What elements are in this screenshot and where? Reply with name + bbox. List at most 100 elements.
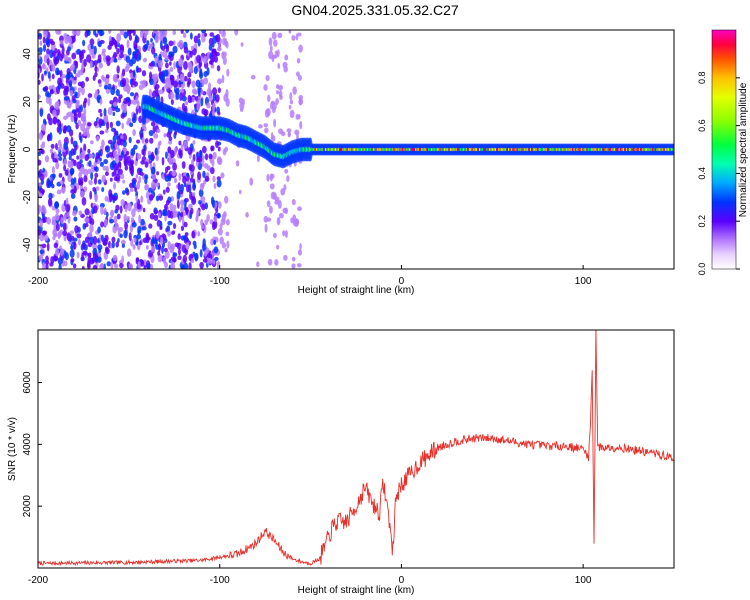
heatmap-cell bbox=[137, 261, 141, 267]
heatmap-cell bbox=[148, 62, 154, 67]
heatmap-cell bbox=[38, 131, 43, 141]
heatmap-cell bbox=[182, 244, 186, 253]
heatmap-cell bbox=[41, 73, 44, 82]
heatmap-cell bbox=[56, 100, 60, 108]
heatmap-cell bbox=[41, 243, 47, 249]
heatmap-cell bbox=[183, 262, 189, 269]
heatmap-cell bbox=[71, 95, 76, 102]
heatmap-cell bbox=[187, 71, 192, 78]
heatmap-cell bbox=[155, 195, 160, 202]
heatmap-cell bbox=[162, 189, 166, 195]
heatmap-cell bbox=[69, 80, 73, 88]
heatmap-cell bbox=[63, 89, 67, 96]
heatmap-cell bbox=[183, 60, 188, 70]
heatmap-cell bbox=[43, 234, 49, 242]
heatmap-cell bbox=[107, 106, 113, 116]
heatmap-cell bbox=[225, 219, 230, 226]
heatmap-cell bbox=[226, 68, 230, 77]
heatmap-cell bbox=[89, 190, 93, 200]
heatmap-cell bbox=[68, 59, 72, 64]
heatmap-cell bbox=[162, 30, 168, 36]
heatmap-cell bbox=[81, 265, 85, 269]
heatmap-cell bbox=[47, 197, 53, 207]
heatmap-cell bbox=[136, 139, 141, 144]
heatmap-cell bbox=[276, 217, 281, 226]
heatmap-cell bbox=[49, 181, 53, 187]
heatmap-cell bbox=[156, 171, 160, 176]
heatmap-cell bbox=[164, 203, 168, 211]
heatmap-cell bbox=[91, 256, 96, 264]
heatmap-cell bbox=[258, 124, 263, 129]
heatmap-cell bbox=[103, 54, 107, 63]
heatmap-cell bbox=[115, 89, 120, 97]
heatmap-cell bbox=[76, 233, 82, 239]
heatmap-cell bbox=[136, 67, 142, 73]
heatmap-cell bbox=[53, 58, 58, 66]
heatmap-cell bbox=[163, 69, 169, 77]
heatmap-cell bbox=[128, 34, 133, 41]
heatmap-cell bbox=[183, 46, 189, 54]
heatmap-cell bbox=[217, 201, 222, 209]
heatmap-cell bbox=[55, 222, 60, 232]
heatmap-cell bbox=[139, 132, 143, 139]
heatmap-cell bbox=[58, 139, 62, 147]
heatmap-cell bbox=[204, 219, 209, 226]
heatmap-cell bbox=[100, 221, 105, 228]
heatmap-cell bbox=[81, 63, 84, 71]
heatmap-cell bbox=[138, 168, 143, 173]
heatmap-cell bbox=[216, 179, 222, 188]
heatmap-cell bbox=[168, 139, 173, 145]
heatmap-cell bbox=[222, 37, 227, 46]
heatmap-cell bbox=[93, 205, 98, 214]
heatmap-cell bbox=[178, 39, 184, 49]
heatmap-cell bbox=[108, 40, 114, 47]
heatmap-cell bbox=[89, 218, 95, 226]
heatmap-cell bbox=[203, 163, 209, 169]
heatmap-cell bbox=[199, 249, 203, 258]
x-tick-label: -200 bbox=[28, 276, 48, 287]
heatmap-cell bbox=[87, 97, 91, 107]
heatmap-cell bbox=[215, 33, 221, 43]
heatmap-cell bbox=[58, 51, 61, 57]
heatmap-cell bbox=[48, 97, 52, 107]
heatmap-cell bbox=[93, 176, 98, 185]
heatmap-cell bbox=[221, 51, 227, 58]
heatmap-cell bbox=[169, 66, 174, 72]
heatmap-cell bbox=[52, 109, 57, 117]
heatmap-cell bbox=[109, 100, 114, 105]
heatmap-cell bbox=[110, 211, 114, 219]
heatmap-cell bbox=[169, 203, 174, 211]
heatmap-cell bbox=[148, 194, 154, 201]
heatmap-cell bbox=[171, 230, 175, 235]
heatmap-cell bbox=[140, 30, 147, 33]
heatmap-cell bbox=[92, 264, 98, 269]
heatmap-cell bbox=[48, 85, 53, 91]
heatmap-cell bbox=[131, 221, 137, 228]
heatmap-cell bbox=[120, 239, 126, 245]
heatmap-cell bbox=[213, 215, 218, 223]
heatmap-cell bbox=[136, 233, 142, 240]
heatmap-cell bbox=[217, 78, 223, 85]
heatmap-cell bbox=[92, 243, 98, 250]
heatmap-cell bbox=[38, 169, 43, 177]
heatmap-cell bbox=[134, 186, 137, 192]
heatmap-cell bbox=[129, 159, 135, 166]
colorbar-tick-label: 0.0 bbox=[697, 263, 707, 276]
heatmap-cell bbox=[234, 30, 239, 36]
heatmap-cell bbox=[89, 60, 93, 69]
heatmap-cell bbox=[141, 148, 145, 156]
heatmap-cell bbox=[106, 121, 110, 130]
heatmap-cell bbox=[269, 205, 273, 214]
heatmap-cell bbox=[220, 172, 225, 179]
heatmap-cell bbox=[266, 107, 271, 117]
heatmap-cell bbox=[70, 178, 75, 185]
heatmap-cell bbox=[57, 257, 63, 265]
heatmap-cell bbox=[121, 190, 126, 195]
heatmap-cell bbox=[108, 30, 112, 34]
heatmap-cell bbox=[97, 54, 102, 63]
heatmap-cell bbox=[145, 245, 149, 250]
heatmap-cell bbox=[199, 78, 205, 84]
heatmap-cell bbox=[129, 92, 135, 97]
heatmap-cell bbox=[144, 161, 149, 168]
